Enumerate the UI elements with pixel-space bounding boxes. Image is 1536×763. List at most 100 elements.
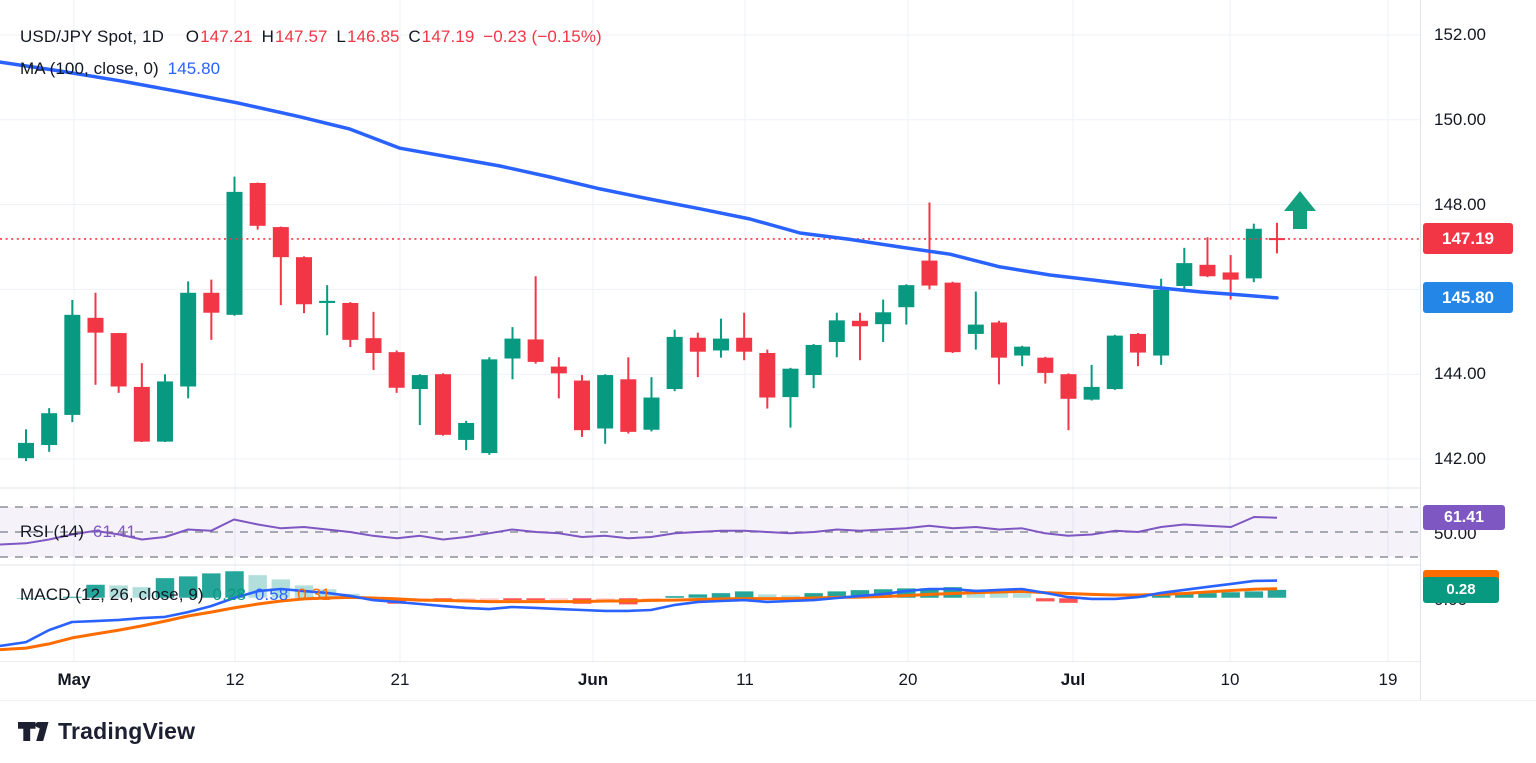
candle-body[interactable] (990, 322, 1007, 358)
macd-bar (178, 575, 198, 599)
ma-label[interactable]: MA (100, close, 0) (20, 59, 159, 78)
candle-body[interactable] (921, 260, 938, 286)
time-tick-label[interactable]: Jul (1060, 670, 1086, 689)
last-price-badge: 147.19 (1423, 223, 1513, 254)
candle-body[interactable] (319, 300, 336, 303)
time-tick-label[interactable]: Jun (577, 670, 609, 689)
candle-body[interactable] (1083, 386, 1100, 400)
candle-body[interactable] (1106, 335, 1123, 390)
price-tick-label: 142.00 (1434, 449, 1486, 468)
candle-body[interactable] (18, 442, 34, 459)
candle-body[interactable] (434, 374, 451, 435)
macd-bar (1012, 592, 1032, 599)
candle-body[interactable] (828, 320, 845, 342)
candle-body[interactable] (782, 368, 799, 398)
time-tick-label[interactable]: 19 (1378, 670, 1398, 689)
price-tick-label: 150.00 (1434, 109, 1486, 129)
time-tick-label[interactable]: 11 (736, 670, 754, 689)
candle-body[interactable] (365, 338, 382, 353)
symbol-title[interactable]: USD/JPY Spot, 1D (20, 27, 164, 46)
price-axis[interactable]: 50.00 0.00 147.19 145.80 61.41 . 0.28 15… (1420, 0, 1536, 700)
rsi-status-line[interactable]: RSI (14) 61.41 (20, 522, 140, 542)
candle-body[interactable] (110, 333, 127, 387)
candle-body[interactable] (481, 359, 498, 454)
candle-body[interactable] (272, 227, 289, 258)
time-tick-label[interactable]: 20 (898, 670, 918, 689)
candle-body[interactable] (388, 352, 405, 388)
candle-body[interactable] (41, 413, 58, 446)
time-tick-label[interactable]: 10 (1220, 670, 1240, 689)
rsi-line[interactable] (0, 516, 1278, 546)
candle-body[interactable] (342, 302, 359, 340)
candle-body[interactable] (759, 353, 776, 398)
time-tick-label[interactable]: May (57, 670, 91, 689)
macd-bar (1267, 589, 1287, 599)
candle-body[interactable] (712, 338, 729, 351)
macd-bar (1035, 597, 1056, 602)
candle-body[interactable] (805, 344, 822, 376)
macd-main-line[interactable] (0, 579, 1278, 648)
tradingview-logo-mark (18, 721, 49, 741)
macd-signal-line[interactable] (0, 587, 1278, 652)
change-value: −0.23 (−0.15%) (483, 27, 602, 46)
time-axis[interactable]: May 12 21 Jun 11 20 Jul 10 19 (0, 662, 1420, 700)
candle-body[interactable] (597, 375, 614, 429)
buy-arrow-marker[interactable] (1284, 191, 1316, 229)
macd-bar (62, 596, 83, 599)
candle-body[interactable] (736, 337, 753, 352)
candle-body[interactable] (1014, 346, 1031, 356)
symbol-status-line[interactable]: USD/JPY Spot, 1D O147.21 H147.57 L146.85… (20, 27, 606, 47)
candle-body[interactable] (898, 285, 915, 308)
tradingview-logo[interactable]: TradingView (18, 718, 195, 745)
candle-body[interactable] (1153, 289, 1170, 356)
candle-body[interactable] (967, 324, 984, 334)
candle-body[interactable] (875, 312, 892, 325)
open-value: 147.21 (200, 27, 253, 46)
ma-status-line[interactable]: MA (100, close, 0) 145.80 (20, 59, 224, 79)
candle-body[interactable] (620, 379, 637, 432)
candle-body[interactable] (1037, 357, 1054, 373)
candle-body[interactable] (550, 366, 567, 374)
candle-body[interactable] (643, 397, 660, 430)
candle-body[interactable] (156, 381, 173, 442)
candle-body[interactable] (411, 375, 428, 390)
candle-body[interactable] (1129, 333, 1146, 353)
macd-label[interactable]: MACD (12, 26, close, 9) (20, 585, 204, 604)
macd-bar (664, 595, 685, 599)
candle-body[interactable] (180, 292, 197, 387)
ma-value: 145.80 (167, 59, 221, 78)
candle-body[interactable] (226, 191, 243, 315)
candle-body[interactable] (504, 338, 521, 359)
tradingview-logo-text: TradingView (58, 718, 196, 744)
ma-value-badge: 145.80 (1423, 282, 1513, 313)
candle-body[interactable] (1176, 263, 1193, 287)
rsi-value: 61.41 (92, 522, 136, 541)
ma-100-line[interactable] (0, 60, 1279, 300)
price-tick-label: 152.00 (1434, 25, 1486, 44)
macd-bar (132, 586, 152, 599)
macd-status-line[interactable]: MACD (12, 26, close, 9) 0.28 0.58 0.31 (20, 585, 335, 605)
candle-body[interactable] (133, 386, 150, 442)
candle-body[interactable] (249, 182, 266, 226)
candle-body[interactable] (573, 380, 590, 431)
candle-body[interactable] (666, 336, 683, 390)
candle-body[interactable] (87, 317, 104, 333)
rsi-label[interactable]: RSI (14) (20, 522, 85, 541)
price-tick-label: 144.00 (1434, 364, 1486, 384)
candle-body[interactable] (295, 257, 312, 305)
time-tick-label[interactable]: 12 (225, 670, 245, 689)
time-tick-label[interactable]: 21 (390, 670, 410, 689)
candle-body[interactable] (527, 339, 544, 362)
candle-body[interactable] (1245, 228, 1262, 279)
candle-body[interactable] (1199, 264, 1216, 277)
candle-body[interactable] (1060, 374, 1077, 399)
candle-body[interactable] (851, 320, 868, 327)
candle-body[interactable] (689, 337, 706, 352)
candle-body[interactable] (458, 422, 475, 440)
candle-body[interactable] (1222, 272, 1239, 280)
candle-body[interactable] (64, 314, 81, 415)
candle-body[interactable] (203, 292, 220, 313)
candle-body[interactable] (944, 282, 961, 353)
high-value: 147.57 (274, 27, 328, 46)
